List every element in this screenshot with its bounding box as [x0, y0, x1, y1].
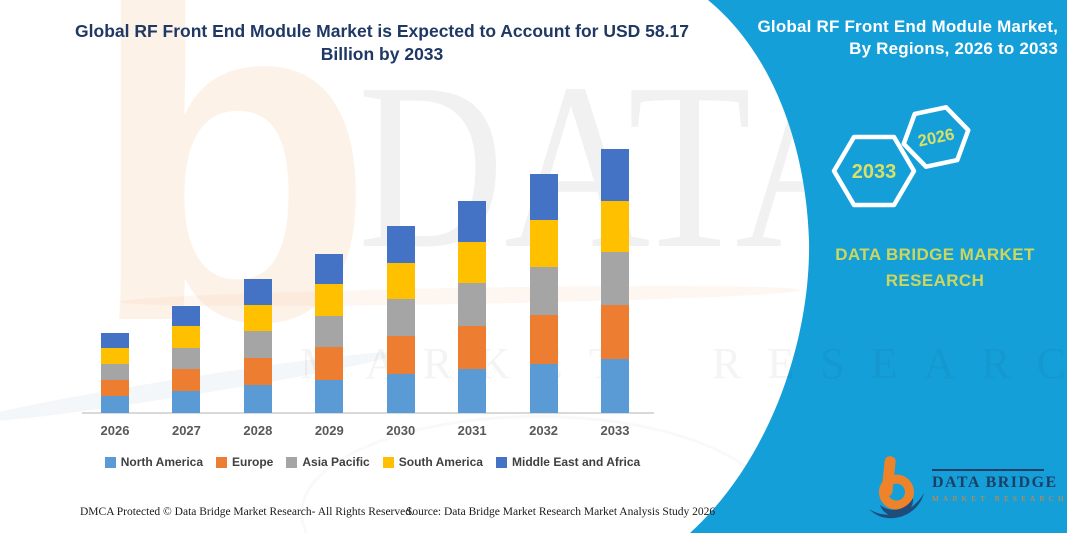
legend-marker [216, 456, 228, 468]
bar-segment-2033 [601, 200, 629, 253]
legend-item: North America [104, 455, 204, 469]
bar-segment-2030 [386, 226, 415, 263]
page-title: Global RF Front End Module Market is Exp… [70, 20, 694, 66]
legend-item: Asia Pacific [286, 455, 370, 469]
bar-segment-2027 [172, 369, 201, 391]
bar-segment-2031 [458, 326, 487, 370]
bar-segment-2033 [601, 149, 629, 201]
bar-segment-2026 [101, 379, 129, 397]
legend-label: Middle East and Africa [511, 455, 641, 469]
bar-segment-2027 [172, 390, 201, 413]
bar-segment-2028 [243, 305, 272, 332]
x-axis-label: 2031 [457, 423, 487, 438]
market-research-watermark: MARKET RESEARCH [300, 339, 1067, 388]
bar-segment-2030 [386, 299, 415, 337]
x-axis-label: 2028 [243, 423, 273, 438]
bar-segment-2032 [529, 267, 558, 315]
bar-segment-2031 [458, 369, 487, 413]
bar-segment-2029 [315, 379, 344, 413]
dmca-footer-text: DMCA Protected © Data Bridge Market Rese… [80, 506, 414, 518]
bar-segment-2032 [529, 363, 558, 413]
logo-wordmark: DATA BRIDGE [932, 473, 1058, 491]
bar-segment-2028 [243, 385, 272, 413]
logo-subtitle: MARKET RESEARCH [932, 493, 1067, 503]
bar-segment-2032 [529, 314, 558, 364]
bar-segment-2026 [101, 348, 129, 365]
legend-marker [286, 456, 298, 468]
bar-segment-2026 [101, 332, 129, 349]
bar-segment-2028 [243, 331, 272, 359]
bar-segment-2027 [172, 306, 201, 327]
bar-segment-2029 [315, 253, 344, 285]
chart-legend: North America Europe Asia Pacific South Ame… [85, 455, 660, 469]
bar-segment-2033 [601, 252, 629, 305]
hexagon-2033-label: 2033 [852, 161, 897, 183]
x-axis-line [82, 412, 654, 414]
bar-segment-2031 [458, 283, 487, 327]
legend-label: North America [120, 455, 204, 469]
data-bridge-logo: DATA BRIDGE MARKET RESEARCH [866, 447, 1067, 527]
title-line2: Billion by 2033 [320, 44, 444, 65]
bar-segment-2026 [101, 396, 129, 413]
side-panel-heading: Global RF Front End Module Market, By Re… [746, 16, 1058, 61]
legend-marker [495, 456, 507, 468]
x-axis-label: 2030 [386, 423, 416, 438]
source-footer-text: Source: Data Bridge Market Research Mark… [406, 506, 716, 518]
legend-label: Europe [232, 455, 274, 469]
bar-segment-2030 [386, 262, 415, 300]
legend-label: Asia Pacific [302, 455, 370, 469]
bar-segment-2029 [315, 315, 344, 348]
bar-segment-2033 [601, 358, 629, 413]
bar-segment-2032 [529, 220, 558, 268]
hexagon-2026-label: 2026 [916, 125, 956, 150]
bar-segment-2032 [529, 173, 558, 221]
side-panel-heading-line2: By Regions, 2026 to 2033 [849, 39, 1058, 59]
legend-item: Middle East and Africa [495, 455, 641, 469]
title-line1: Global RF Front End Module Market is Exp… [75, 21, 689, 41]
bar-segment-2027 [172, 326, 201, 348]
hexagon-2033: 2033 [831, 134, 917, 208]
x-axis-label: 2026 [100, 423, 130, 438]
legend-marker [382, 456, 394, 468]
x-axis-label: 2029 [314, 423, 344, 438]
legend-item: Europe [216, 455, 273, 469]
bar-segment-2026 [101, 364, 129, 380]
brand-caption: DATA BRIDGE MARKET RESEARCH [835, 245, 1035, 290]
bar-segment-2029 [315, 284, 344, 316]
legend-marker [104, 456, 116, 468]
legend-label: South America [398, 455, 483, 469]
bar-segment-2031 [458, 200, 487, 242]
legend-item: South America [382, 455, 483, 469]
bar-segment-2029 [315, 347, 344, 380]
bar-segment-2031 [458, 241, 487, 284]
x-axis-label: 2027 [171, 423, 201, 438]
logo-b-icon [869, 456, 924, 519]
side-panel-shape [690, 0, 1067, 533]
hexagon-badges: 2026 2033 [831, 105, 971, 208]
logo-rule [932, 469, 1044, 471]
x-axis-label: 2032 [529, 423, 559, 438]
bar-segment-2027 [172, 347, 201, 370]
bar-segment-2030 [386, 336, 415, 375]
bar-segment-2028 [243, 358, 272, 386]
side-panel-heading-line1: Global RF Front End Module Market, [757, 17, 1058, 36]
bar-segment-2033 [601, 304, 629, 359]
bar-segment-2030 [386, 374, 415, 413]
bar-segment-2028 [243, 279, 272, 306]
x-axis-label: 2033 [600, 423, 630, 438]
